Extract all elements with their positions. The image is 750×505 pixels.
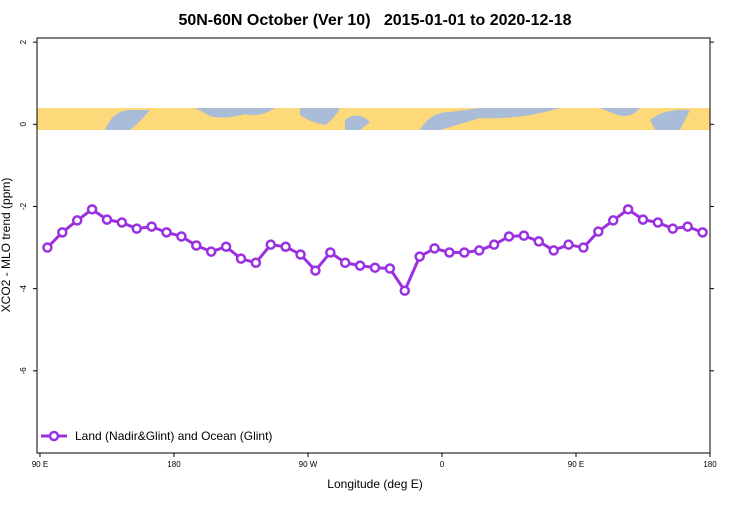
data-point	[280, 241, 291, 252]
data-point	[622, 204, 634, 215]
data-point	[86, 204, 98, 215]
data-point	[265, 239, 277, 250]
y-tick-label: 2	[19, 39, 28, 44]
map-ocean	[105, 108, 690, 130]
x-tick-label: 90 E	[32, 460, 48, 469]
data-point	[131, 223, 143, 234]
data-point	[444, 247, 455, 258]
data-point	[161, 227, 172, 238]
data-point	[459, 247, 470, 258]
data-point	[250, 257, 262, 269]
x-axis-label: Longitude (deg E)	[327, 477, 422, 491]
data-point	[682, 221, 693, 232]
x-tick-label: 90 W	[299, 460, 318, 469]
data-point	[414, 251, 425, 262]
data-point	[637, 214, 649, 225]
data-point	[295, 249, 306, 260]
data-point	[607, 215, 619, 226]
data-point	[339, 257, 351, 269]
data-point	[42, 242, 53, 253]
y-tick-label: 0	[19, 122, 28, 127]
data-point	[548, 245, 559, 256]
data-point	[101, 214, 113, 225]
data-point	[473, 245, 485, 256]
data-point	[503, 231, 515, 242]
map-band	[37, 108, 710, 130]
data-point	[667, 223, 679, 234]
data-point	[429, 243, 440, 254]
data-point	[369, 262, 381, 273]
x-tick-label: 180	[703, 460, 717, 469]
data-point	[518, 230, 530, 241]
x-tick-label: 180	[167, 460, 181, 469]
data-point	[191, 240, 202, 251]
x-tick-label: 0	[440, 460, 445, 469]
data-point	[205, 246, 217, 257]
x-tick-label: 90 E	[568, 460, 584, 469]
legend-label: Land (Nadir&Glint) and Ocean (Glint)	[75, 429, 272, 443]
y-tick-label: -2	[19, 202, 28, 210]
data-point	[220, 241, 232, 252]
plot-frame	[36, 37, 711, 454]
data-point	[697, 227, 708, 238]
data-point	[57, 227, 68, 238]
legend-marker	[48, 430, 60, 442]
data-point	[310, 265, 321, 276]
data-point	[593, 226, 604, 237]
data-point	[176, 231, 187, 242]
y-tick-label: -6	[19, 367, 28, 375]
map-land	[37, 108, 710, 130]
data-point	[488, 239, 500, 250]
chart-title: 50N-60N October (Ver 10) 2015-01-01 to 2…	[178, 12, 571, 29]
data-point	[116, 217, 128, 228]
y-axis-label: XCO2 - MLO trend (ppm)	[0, 178, 13, 313]
data-point	[563, 239, 574, 250]
data-point	[578, 242, 589, 253]
y-tick-label: -4	[19, 285, 28, 293]
data-point	[235, 253, 247, 264]
data-point	[146, 221, 157, 232]
data-point	[533, 236, 545, 247]
data-point	[652, 217, 664, 228]
data-point	[71, 215, 83, 226]
data-point	[354, 260, 366, 271]
data-point	[384, 263, 396, 274]
data-point	[325, 247, 336, 258]
data-point	[399, 285, 411, 296]
